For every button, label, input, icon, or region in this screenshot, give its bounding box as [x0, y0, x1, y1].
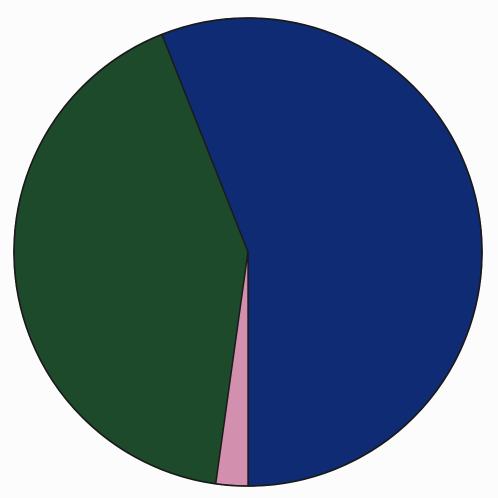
- pie-outline: [13, 17, 483, 487]
- pie-slices: [13, 17, 483, 487]
